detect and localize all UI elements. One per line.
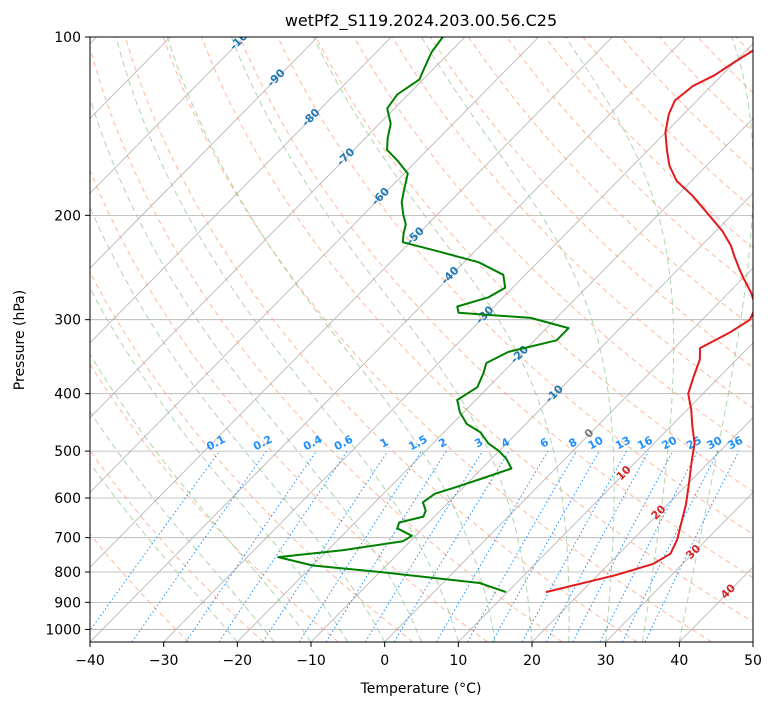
moist-adiabat (90, 410, 275, 642)
y-tick-label: 300 (54, 313, 81, 329)
x-tick-label: 40 (670, 653, 688, 669)
moist-adiabat (678, 37, 753, 642)
x-axis-label: Temperature (°C) (360, 681, 482, 697)
mixing-ratio-label: 20 (660, 434, 680, 453)
x-tick-label: −40 (75, 653, 105, 669)
moist-adiabat (230, 37, 533, 642)
y-axis-label: Pressure (hPa) (12, 290, 28, 390)
dry-adiabat (90, 271, 414, 642)
isotherm-line (237, 117, 753, 642)
mixing-ratio-label: 30 (705, 434, 725, 453)
mixing-ratio-label: 13 (613, 434, 633, 453)
dry-adiabat (90, 46, 563, 642)
dry-adiabat (468, 37, 753, 328)
x-tick-label: 0 (380, 653, 389, 669)
y-tick-label: 200 (54, 208, 81, 224)
y-tick-label: 1000 (45, 622, 81, 638)
mixing-ratio-label: 10 (586, 434, 606, 453)
mixing-ratio-line (262, 450, 389, 642)
mixing-ratio-line (621, 450, 719, 642)
isotherm-line (384, 267, 753, 642)
mixing-ratio-line (521, 450, 628, 642)
moist-adiabat (115, 37, 459, 642)
x-tick-label: 20 (523, 653, 541, 669)
dry-adiabat (429, 37, 753, 369)
dry-adiabat (124, 37, 638, 642)
isotherm-line (90, 37, 392, 344)
isotherm-line (458, 342, 753, 642)
y-tick-label: 500 (54, 444, 81, 460)
dry-adiabat (315, 37, 753, 493)
mixing-ratio-line (393, 450, 510, 642)
mixing-ratio-line (298, 450, 423, 642)
y-tick-label: 400 (54, 387, 81, 403)
x-tick-label: 30 (597, 653, 615, 669)
x-tick-label: −30 (149, 653, 179, 669)
moist-adiabat (90, 96, 422, 642)
plot-frame (89, 36, 754, 643)
chart-title: wetPf2_S119.2024.203.00.56.C25 (285, 11, 557, 31)
isotherm-line (163, 43, 753, 642)
isotherm-line (90, 37, 539, 493)
mixing-ratio-line (325, 450, 447, 642)
moist-adiabat (90, 206, 386, 642)
mixing-ratio-line (364, 450, 484, 642)
moist-adiabat (312, 37, 570, 642)
y-tick-label: 100 (54, 30, 81, 46)
y-tick-label: 900 (54, 595, 81, 611)
isotherm-line (90, 37, 318, 269)
axes-ticks: −40 −30 −20 −10 0 10 20 30 40 50 100 200 300 400 500 60… (45, 30, 762, 669)
mixing-ratio-line (545, 450, 650, 642)
moist-adiabat (90, 462, 238, 642)
y-tick-label: 700 (54, 531, 81, 547)
moist-adiabat (90, 353, 312, 642)
mixing-ratio-line (185, 450, 317, 642)
mixing-ratio-line (218, 450, 348, 642)
dewpoint-profile (277, 37, 570, 594)
y-tick-label: 600 (54, 491, 81, 507)
isotherm-line (90, 37, 466, 419)
mixing-ratio-line (644, 450, 740, 642)
isotherm-line (310, 192, 753, 642)
mixing-ratio-label: 36 (725, 434, 745, 453)
mixing-ratio-line (491, 450, 600, 642)
moist-adiabat (166, 37, 496, 642)
isotherm-line (531, 417, 753, 642)
isotherm-line (90, 37, 245, 194)
x-tick-label: 10 (449, 653, 467, 669)
x-tick-label: 50 (744, 653, 762, 669)
dry-adiabat (90, 363, 339, 642)
isotherm-line (605, 491, 753, 642)
dry-adiabat (353, 37, 753, 451)
mixing-ratio-line (599, 450, 699, 642)
moist-adiabat (421, 37, 615, 642)
x-tick-label: −10 (296, 653, 326, 669)
temperature-profile (545, 49, 753, 594)
mixing-ratio-line (131, 450, 267, 642)
moist-adiabat (565, 37, 675, 642)
mixing-ratio-label: 16 (635, 434, 655, 453)
isotherm-line (90, 37, 613, 568)
mixing-ratio-line (90, 450, 221, 632)
moist-adiabat (90, 287, 349, 642)
x-tick-label: −20 (223, 653, 253, 669)
y-tick-label: 800 (54, 565, 81, 581)
